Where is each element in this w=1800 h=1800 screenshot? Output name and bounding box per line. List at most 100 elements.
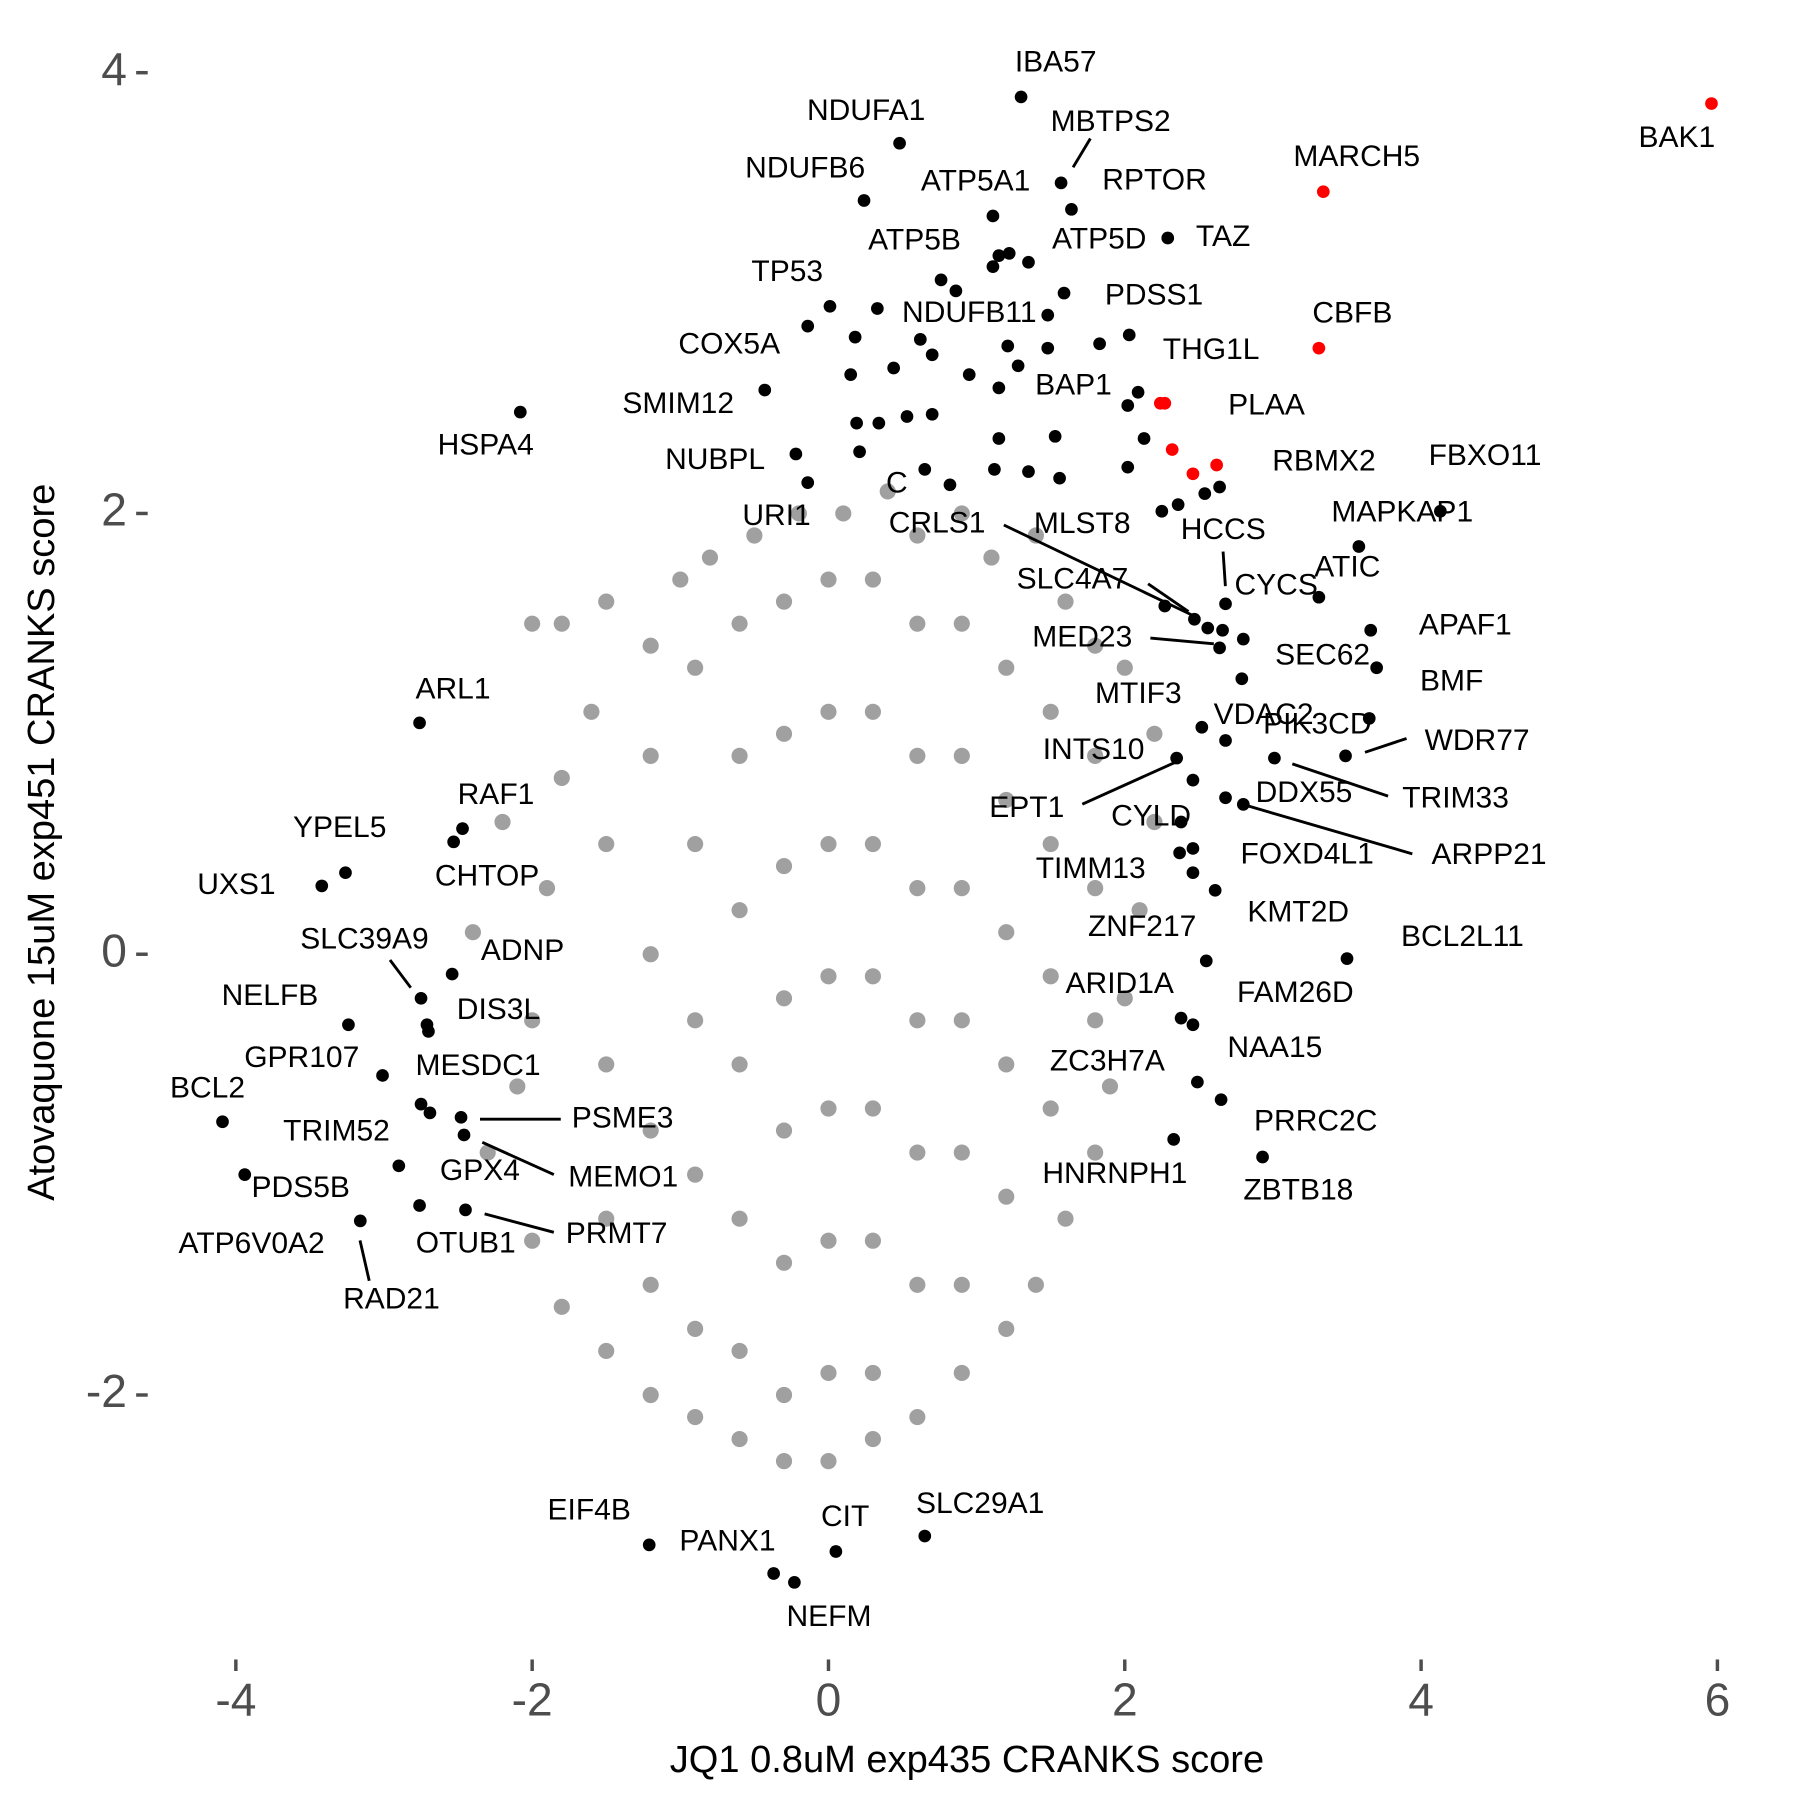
point (909, 615, 926, 632)
point (1213, 480, 1226, 494)
point (642, 1538, 656, 1552)
point-label: MEMO1 (568, 1161, 678, 1194)
point (1165, 443, 1179, 456)
point (909, 1408, 926, 1426)
point (1236, 798, 1250, 811)
point-label: ZNF217 (1088, 910, 1196, 943)
point (893, 136, 906, 150)
point-label: TIMM13 (1036, 852, 1146, 885)
point (1362, 712, 1376, 725)
point (447, 835, 460, 849)
point (953, 505, 970, 522)
point (687, 1012, 704, 1029)
point (1340, 952, 1354, 965)
point (1195, 720, 1209, 734)
point (1219, 597, 1232, 611)
point-label: SLC39A9 (300, 923, 428, 956)
point (864, 703, 881, 720)
point (1042, 968, 1059, 985)
point (1201, 621, 1215, 635)
point (887, 361, 901, 375)
point-label: ATP5A1 (921, 164, 1031, 197)
leader-line (1291, 762, 1389, 798)
point-label: MBTPS2 (1051, 105, 1171, 138)
point (414, 1097, 428, 1111)
point (1198, 487, 1212, 500)
point (1236, 632, 1250, 646)
point (1131, 385, 1145, 399)
point (801, 476, 815, 489)
point-label: NELFB (222, 979, 319, 1012)
point (1155, 504, 1169, 518)
point-label: FOXD4L1 (1240, 837, 1373, 870)
point (767, 1567, 780, 1580)
point (864, 835, 881, 853)
point-label: EPT1 (989, 791, 1064, 824)
point (1122, 328, 1136, 342)
point (1256, 1150, 1269, 1164)
point-label: TAZ (1196, 220, 1250, 253)
point (238, 1168, 252, 1181)
point (1186, 773, 1200, 787)
point (918, 463, 932, 476)
point (701, 549, 719, 566)
point (642, 1386, 659, 1404)
point (1352, 540, 1366, 553)
point-label: WDR77 (1425, 724, 1530, 757)
point-label: GPX4 (440, 1154, 520, 1187)
point (1167, 1133, 1181, 1146)
point (413, 1199, 426, 1212)
point-label: PDSS1 (1105, 278, 1203, 311)
point (1146, 725, 1163, 742)
point (823, 299, 837, 313)
point (642, 1276, 659, 1293)
point (731, 1342, 748, 1359)
point-label: ZBTB18 (1243, 1174, 1353, 1207)
point (598, 1210, 615, 1227)
point (459, 1203, 472, 1217)
point (918, 1529, 932, 1543)
point-label: RAF1 (458, 778, 535, 811)
point-label: COX5A (678, 328, 780, 361)
point (392, 1159, 406, 1173)
x-axis-title: JQ1 0.8uM exp435 CRANKS score (670, 1739, 1264, 1781)
point (1210, 458, 1223, 472)
point-label: PRRC2C (1254, 1105, 1377, 1138)
x-tick-label: 6 (1705, 1673, 1731, 1725)
point (949, 284, 963, 298)
point (457, 1128, 471, 1142)
point (445, 967, 459, 981)
point-label: HCCS (1181, 513, 1266, 546)
point (835, 505, 852, 522)
point (1158, 396, 1172, 410)
point-label: ADNP (481, 934, 564, 967)
point (731, 902, 748, 919)
point-label: ATP5D (1052, 223, 1146, 256)
point-label: RPTOR (1102, 164, 1206, 197)
x-tick-label: 0 (816, 1673, 842, 1725)
point (988, 463, 1001, 476)
point-label: ATP6V0A2 (179, 1227, 325, 1260)
point (1093, 337, 1106, 351)
point (909, 747, 926, 764)
leader-line (1147, 582, 1190, 613)
leader-line (1071, 137, 1092, 169)
y-tick-label: 2 (101, 484, 127, 536)
leader-line (1150, 636, 1214, 646)
point (464, 924, 481, 941)
point (820, 703, 837, 720)
point (872, 416, 886, 430)
leader-line (1245, 803, 1413, 856)
point (1316, 185, 1330, 199)
point (1001, 339, 1015, 353)
point (820, 968, 837, 985)
point (524, 1012, 541, 1029)
point (998, 1056, 1015, 1073)
point (538, 880, 556, 897)
point (1191, 1075, 1204, 1089)
point (829, 1545, 843, 1558)
point (1171, 498, 1185, 511)
point (820, 835, 837, 853)
point (598, 593, 615, 610)
